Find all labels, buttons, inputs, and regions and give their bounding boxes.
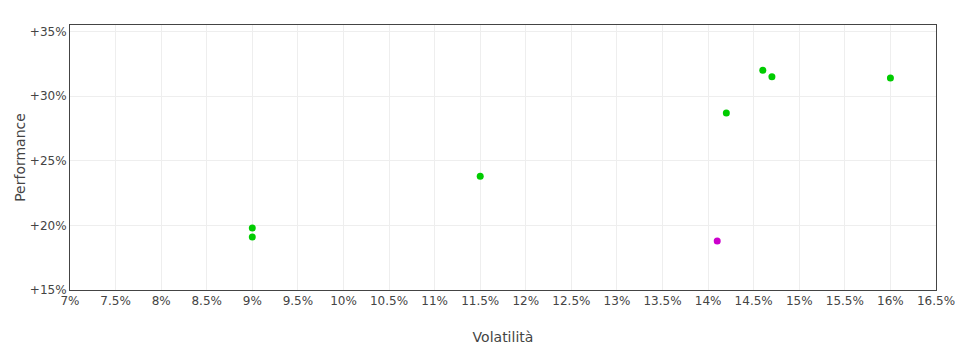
svg-text:14%: 14%: [695, 294, 722, 308]
svg-text:+15%: +15%: [30, 283, 67, 297]
svg-text:10.5%: 10.5%: [370, 294, 408, 308]
svg-text:+20%: +20%: [30, 219, 67, 233]
svg-text:Performance: Performance: [12, 113, 28, 202]
svg-text:+25%: +25%: [30, 154, 67, 168]
svg-text:8%: 8%: [152, 294, 171, 308]
svg-text:13.5%: 13.5%: [643, 294, 681, 308]
svg-text:Volatilità: Volatilità: [473, 329, 534, 345]
svg-text:15.5%: 15.5%: [826, 294, 864, 308]
svg-text:+35%: +35%: [30, 25, 67, 39]
svg-text:+30%: +30%: [30, 89, 67, 103]
svg-text:9%: 9%: [243, 294, 262, 308]
svg-text:9.5%: 9.5%: [283, 294, 314, 308]
svg-text:14.5%: 14.5%: [735, 294, 773, 308]
svg-text:7.5%: 7.5%: [100, 294, 131, 308]
svg-text:16.5%: 16.5%: [917, 294, 955, 308]
svg-text:15%: 15%: [786, 294, 813, 308]
svg-text:16%: 16%: [877, 294, 904, 308]
svg-text:11.5%: 11.5%: [461, 294, 499, 308]
svg-text:8.5%: 8.5%: [191, 294, 222, 308]
svg-text:12%: 12%: [512, 294, 539, 308]
svg-text:11%: 11%: [421, 294, 448, 308]
svg-text:7%: 7%: [60, 294, 79, 308]
svg-text:12.5%: 12.5%: [552, 294, 590, 308]
svg-text:13%: 13%: [604, 294, 631, 308]
svg-text:10%: 10%: [330, 294, 357, 308]
